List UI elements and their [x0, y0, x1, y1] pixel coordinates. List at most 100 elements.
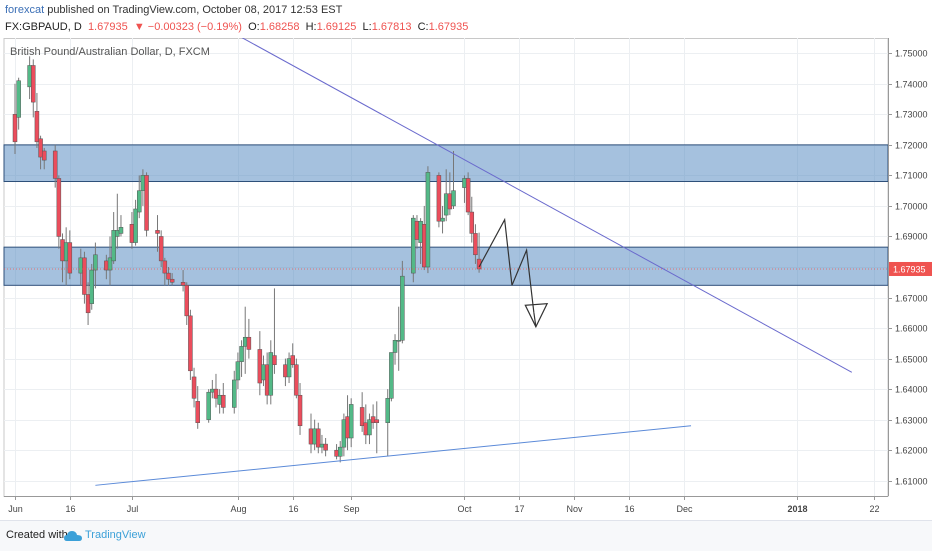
x-tick-label: Aug	[230, 504, 246, 514]
candle-body	[261, 364, 266, 381]
candle-body	[111, 230, 116, 262]
candle-down	[264, 352, 270, 405]
candle-body	[348, 404, 354, 439]
created-with-label: Created with	[6, 529, 68, 541]
candle-body	[294, 364, 299, 396]
candle-down	[12, 83, 18, 155]
candle-body	[140, 175, 146, 191]
candle-down	[221, 383, 226, 414]
candle-down	[283, 358, 288, 387]
candle-down	[294, 358, 299, 399]
candle-down	[188, 309, 193, 380]
candle-up	[341, 413, 347, 457]
candle-body	[290, 355, 295, 365]
candle-body	[232, 379, 237, 408]
candle-up	[118, 215, 124, 237]
tradingview-cloud-icon[interactable]	[64, 530, 82, 542]
candle-down	[469, 196, 475, 243]
candle-down	[41, 147, 47, 170]
author-link[interactable]: forexcat	[5, 4, 45, 16]
candle-up	[400, 260, 405, 344]
tradingview-brand-link[interactable]: TradingView	[85, 529, 146, 541]
price-chart[interactable]: 1.75000 1.74000 1.73000 1.72000 1.71000 1.700…	[0, 38, 932, 520]
candle-body	[213, 388, 219, 399]
candle-body	[451, 190, 456, 207]
candle-body	[56, 178, 62, 237]
high-value: 1.69125	[316, 21, 357, 33]
candle-body	[396, 340, 401, 342]
last-price: 1.67935	[87, 21, 128, 33]
candle-body	[272, 355, 277, 365]
candle-up	[111, 212, 116, 264]
candle-down	[272, 288, 277, 374]
candle-up	[451, 150, 456, 209]
candle-body	[257, 349, 263, 384]
candle-up	[425, 166, 431, 274]
candle-body	[297, 394, 303, 427]
candle-body	[115, 230, 120, 237]
candle-body	[31, 65, 36, 103]
candle-down	[191, 367, 197, 408]
candle-body	[389, 352, 394, 399]
candle-down	[290, 343, 295, 368]
candle-down	[52, 144, 58, 188]
candle-up	[93, 242, 98, 289]
candle-down	[67, 230, 73, 280]
candle-body	[221, 394, 226, 408]
candle-body	[63, 242, 69, 262]
candle-body	[246, 336, 252, 350]
candle-down	[155, 215, 160, 252]
candle-body	[12, 114, 18, 143]
candle-body	[462, 178, 467, 188]
candle-up	[136, 175, 142, 219]
projection-arrow-shaft	[533, 312, 537, 327]
candle-up	[217, 389, 222, 414]
publish-info: forexcat published on TradingView.com, O…	[5, 4, 342, 16]
candle-down	[162, 257, 168, 286]
candle-body	[323, 443, 328, 451]
candle-up	[235, 352, 241, 390]
candle-down	[31, 59, 36, 118]
candle-body	[422, 224, 427, 268]
candle-up	[133, 199, 138, 246]
candle-body	[41, 150, 47, 161]
candle-up	[115, 193, 120, 249]
candle-body	[374, 419, 380, 423]
candle-body	[206, 391, 211, 420]
candle-body	[169, 278, 175, 283]
candle-down	[374, 401, 380, 454]
candle-body	[38, 138, 43, 158]
y-tick-label: 1.62000	[895, 446, 928, 456]
candle-up	[210, 379, 215, 399]
candle-body	[191, 376, 197, 399]
projection-arrow-head	[524, 303, 549, 329]
candle-body	[133, 208, 138, 243]
candle-up	[89, 263, 94, 310]
x-tick-label: 2018	[787, 504, 807, 514]
drawings	[4, 38, 888, 486]
footer: Created with TradingView	[0, 520, 932, 551]
open-value: 1.68258	[259, 21, 300, 33]
candle-body	[370, 416, 376, 423]
candle-body	[85, 294, 91, 314]
candle-down	[257, 331, 263, 396]
y-tick-label: 1.74000	[895, 80, 928, 90]
candle-down	[334, 444, 339, 460]
candle-body	[359, 407, 365, 427]
candle-body	[52, 150, 58, 179]
candle-down	[422, 205, 427, 271]
ohlc-legend: FX:GBPAUD, D 1.67935 ▼ −0.00323 (−0.19%)…	[5, 21, 468, 33]
projection-path	[478, 217, 535, 313]
high-label: H:	[305, 21, 317, 33]
chart-area[interactable]: 1.75000 1.74000 1.73000 1.72000 1.71000 1.700…	[0, 38, 932, 520]
candle-body	[217, 394, 222, 405]
x-tick-label: Jul	[127, 504, 139, 514]
last-price-label: 1.67935	[893, 264, 926, 274]
candle-body	[184, 285, 189, 317]
candle-down	[316, 422, 321, 454]
candle-up	[312, 419, 317, 451]
x-tick-label: 16	[624, 504, 634, 514]
candle-down	[82, 251, 87, 304]
y-tick-label: 1.64000	[895, 385, 928, 395]
close-label: C:	[417, 21, 429, 33]
